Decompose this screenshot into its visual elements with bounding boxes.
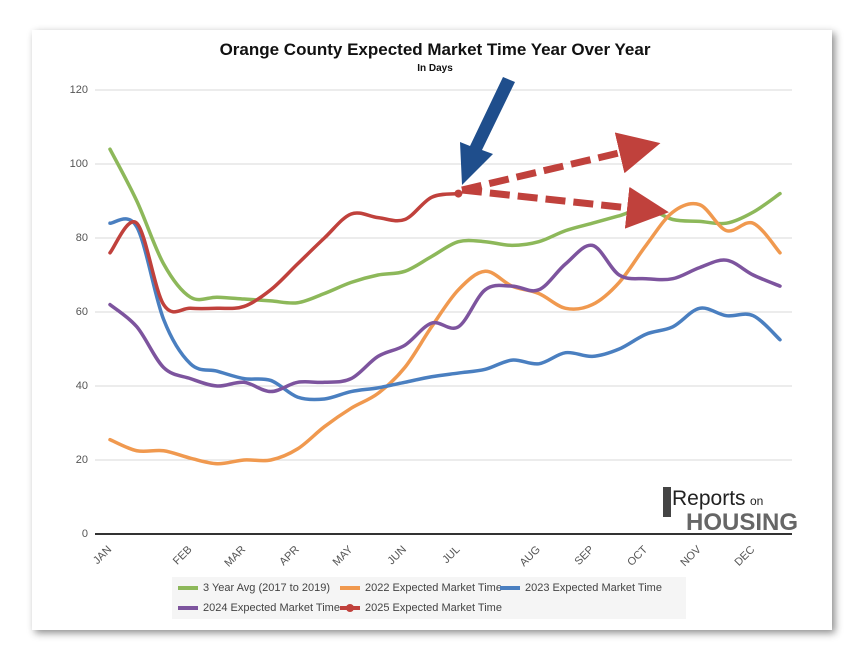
frame <box>32 30 832 630</box>
y-tick-label: 60 <box>76 306 88 318</box>
brand-text: Reports <box>672 487 746 510</box>
logo-mark <box>663 487 671 517</box>
brand-text: HOUSING <box>686 509 798 536</box>
legend-label: 2022 Expected Market Time <box>365 582 502 594</box>
legend-label: 2025 Expected Market Time <box>365 602 502 614</box>
series-line <box>108 147 782 305</box>
y-tick-label: 20 <box>76 454 88 466</box>
y-tick-label: 80 <box>76 232 88 244</box>
y-tick-label: 120 <box>70 84 88 96</box>
legend-label: 2023 Expected Market Time <box>525 582 662 594</box>
legend-marker <box>346 604 354 612</box>
legend-label: 3 Year Avg (2017 to 2019) <box>203 582 330 594</box>
series-line <box>108 191 461 314</box>
annotation-arrows <box>460 77 669 229</box>
series-line <box>108 217 782 402</box>
red-arrow <box>461 132 661 194</box>
legend-box <box>172 577 686 619</box>
y-tick-label: 40 <box>76 380 88 392</box>
legend-label: 2024 Expected Market Time <box>203 602 340 614</box>
chart-subtitle: In Days <box>417 63 453 74</box>
blue-arrow <box>460 77 515 185</box>
series-line <box>108 201 782 466</box>
red-arrow <box>461 186 669 229</box>
point-marker <box>454 189 463 198</box>
brand-logo: Reports on HOUSING <box>663 487 798 536</box>
series-line <box>108 243 782 394</box>
chart-title: Orange County Expected Market Time Year … <box>220 40 651 59</box>
y-tick-label: 0 <box>82 528 88 540</box>
y-tick-label: 100 <box>70 158 88 170</box>
brand-text: on <box>750 494 763 508</box>
